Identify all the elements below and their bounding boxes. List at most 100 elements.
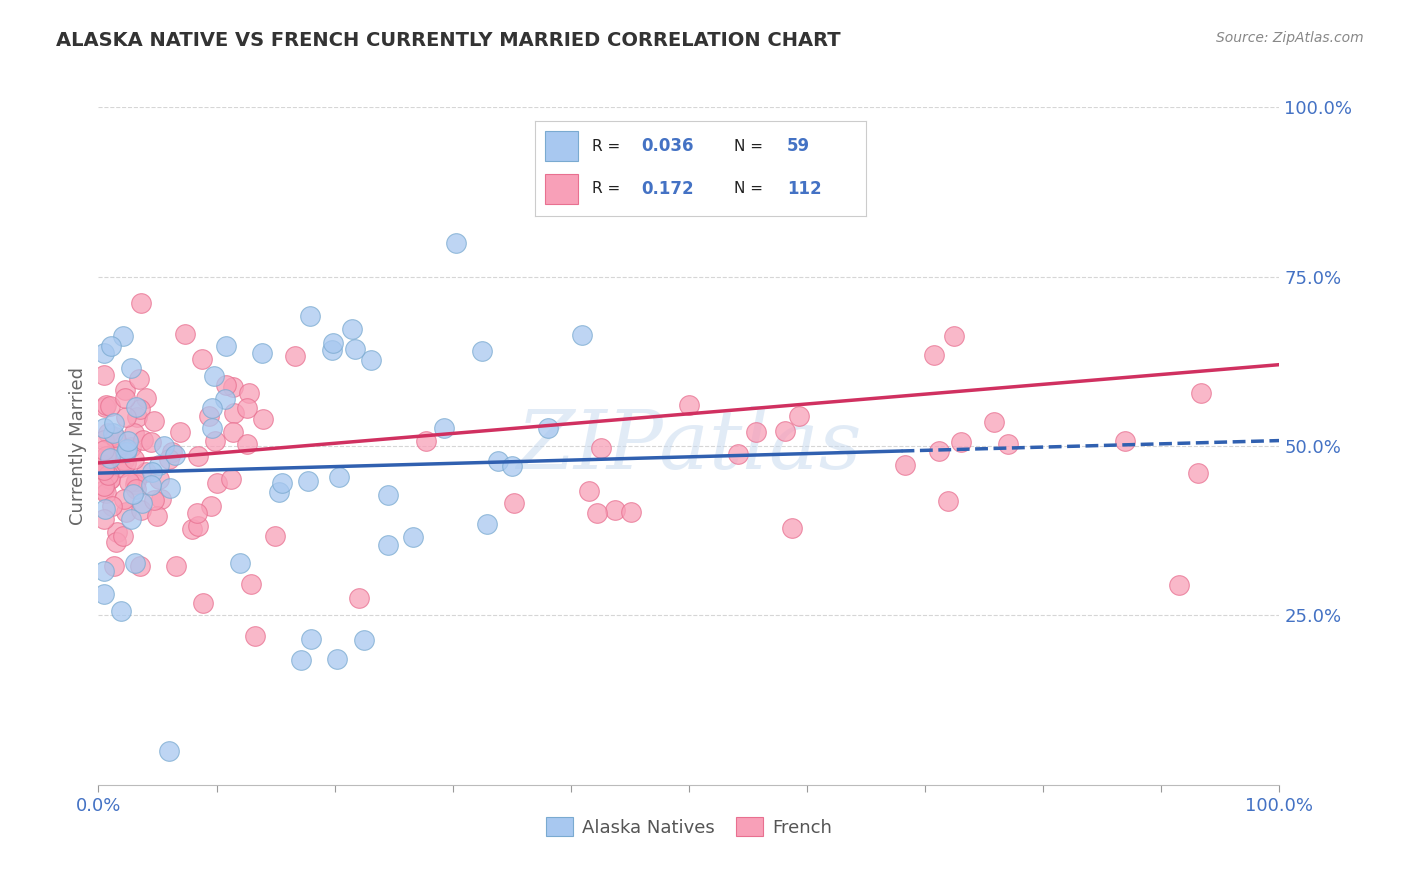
Point [149, 491, 172, 506]
Point [157, 744, 180, 758]
Point [139, 434, 162, 449]
Point [93, 511, 115, 525]
Point [299, 309, 322, 323]
Point [94, 400, 117, 414]
Point [127, 409, 149, 424]
Point [202, 369, 225, 384]
Point [129, 296, 152, 310]
Point [165, 448, 187, 462]
Point [222, 425, 245, 439]
Point [135, 392, 157, 406]
Point [235, 437, 257, 451]
Point [96, 465, 118, 479]
Point [128, 372, 150, 386]
Point [125, 401, 148, 415]
Point [190, 352, 212, 367]
Point [105, 524, 128, 539]
Point [215, 378, 238, 392]
Point [122, 487, 145, 501]
Point [94, 502, 117, 516]
Point [93, 346, 115, 360]
Point [240, 576, 263, 591]
Point [927, 443, 949, 458]
Point [198, 409, 221, 423]
Point [353, 633, 375, 648]
Point [340, 322, 363, 336]
Point [201, 401, 224, 416]
Point [108, 445, 131, 459]
Point [103, 426, 125, 441]
Point [238, 386, 260, 401]
Point [181, 522, 204, 536]
Point [983, 416, 1005, 430]
Point [1114, 434, 1136, 448]
Point [93, 442, 115, 457]
Point [360, 353, 382, 368]
Point [325, 652, 347, 666]
Point [349, 591, 371, 605]
Point [103, 559, 125, 574]
Point [132, 433, 155, 447]
Point [112, 453, 135, 467]
Point [214, 392, 236, 406]
Point [191, 595, 214, 609]
Point [201, 421, 224, 435]
Point [93, 433, 115, 447]
Point [139, 478, 162, 492]
Point [104, 535, 127, 549]
Point [128, 558, 150, 573]
Point [299, 632, 322, 647]
Point [187, 519, 209, 533]
Point [114, 383, 136, 397]
Point [321, 343, 343, 357]
Point [229, 556, 252, 570]
Point [165, 558, 187, 573]
Point [124, 451, 146, 466]
Point [620, 505, 643, 519]
Point [97, 425, 120, 440]
Point [415, 434, 437, 448]
Point [125, 474, 148, 488]
Point [93, 478, 115, 492]
Point [222, 406, 245, 420]
Point [1189, 386, 1212, 401]
Point [284, 350, 307, 364]
Point [135, 466, 157, 480]
Point [94, 449, 117, 463]
Point [471, 343, 494, 358]
Point [100, 338, 122, 352]
Point [922, 348, 945, 362]
Point [678, 398, 700, 412]
Point [110, 459, 132, 474]
Point [186, 506, 208, 520]
Point [117, 475, 139, 489]
Point [98, 472, 121, 486]
Point [114, 445, 136, 459]
Point [114, 505, 136, 519]
Point [205, 476, 228, 491]
Point [252, 412, 274, 426]
Point [93, 483, 115, 497]
Point [322, 335, 344, 350]
Point [204, 434, 226, 448]
Point [94, 398, 117, 412]
Point [104, 430, 127, 444]
Point [98, 450, 121, 465]
Point [402, 530, 425, 544]
Point [328, 470, 350, 484]
Point [131, 496, 153, 510]
Point [949, 434, 972, 449]
Point [122, 425, 145, 440]
Point [477, 516, 499, 531]
Point [936, 493, 959, 508]
Legend: Alaska Natives, French: Alaska Natives, French [538, 810, 839, 844]
Point [153, 439, 176, 453]
Point [745, 425, 768, 440]
Point [290, 653, 312, 667]
Point [124, 482, 146, 496]
Point [169, 425, 191, 439]
Point [129, 402, 152, 417]
Point [114, 456, 136, 470]
Point [98, 472, 121, 486]
Point [160, 445, 183, 459]
